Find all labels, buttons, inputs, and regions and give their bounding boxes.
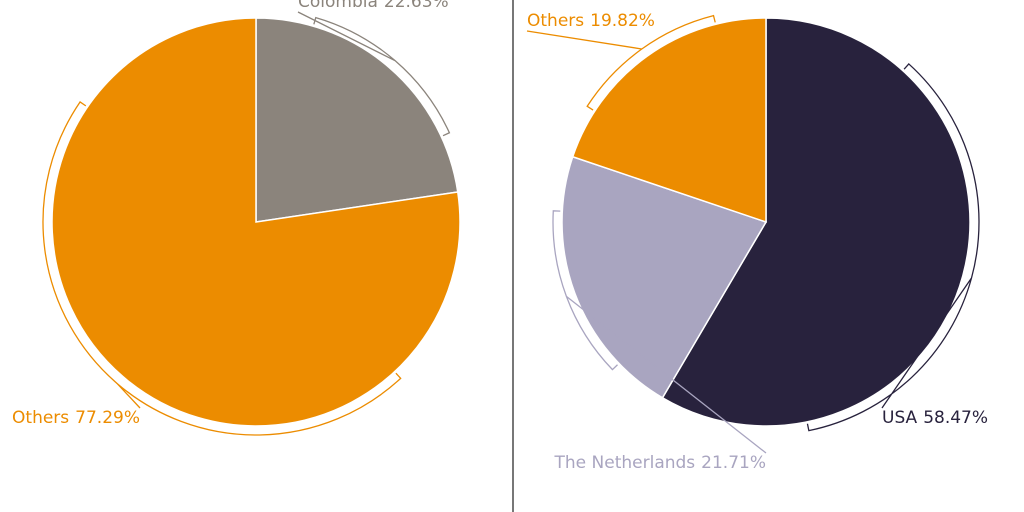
slice-label: USA 58.47%	[882, 408, 988, 428]
slice-label: The Netherlands 21.71%	[554, 453, 766, 473]
leader-line	[42, 101, 402, 436]
leader-line	[806, 63, 980, 432]
slice-name: USA	[882, 408, 918, 428]
leader-line	[297, 11, 451, 137]
leader-line	[552, 210, 767, 454]
pie-slice	[561, 155, 768, 399]
slice-label: Others 77.29%	[12, 408, 140, 428]
slice-name: Others	[12, 408, 69, 428]
slice-value: 77.29%	[75, 408, 140, 428]
pie-slice	[51, 17, 461, 427]
slice-name: Others	[527, 11, 584, 31]
pie-slice	[571, 17, 767, 224]
pie-slice	[255, 17, 459, 223]
slice-name: The Netherlands	[554, 453, 696, 473]
leader-line	[526, 14, 716, 111]
slice-value: 19.82%	[590, 11, 655, 31]
slice-label: Others 19.82%	[527, 11, 655, 31]
slice-label: Colombia 22.63%	[298, 0, 449, 12]
slice-name: Colombia	[298, 0, 378, 12]
slice-value: 22.63%	[384, 0, 449, 12]
slice-value: 58.47%	[923, 408, 988, 428]
slice-value: 21.71%	[701, 453, 766, 473]
pie-slice	[661, 17, 971, 427]
